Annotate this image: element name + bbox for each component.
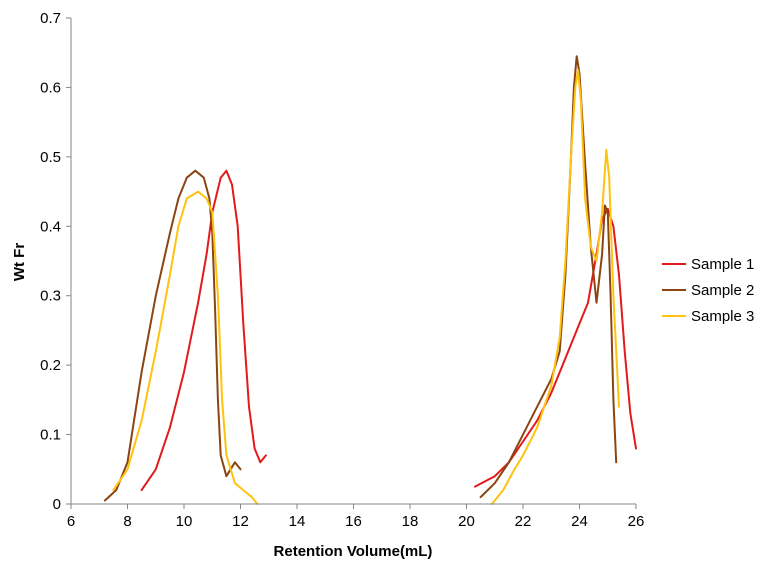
x-tick-label: 20 <box>458 513 475 530</box>
x-tick-label: 22 <box>515 513 532 530</box>
legend-label: Sample 1 <box>691 256 754 273</box>
y-tick-labels: 0 0.1 0.2 0.3 0.4 0.5 0.6 0.7 <box>40 10 61 513</box>
y-tick-label: 0.5 <box>40 149 61 166</box>
series-line-3-peak-2 <box>490 69 620 505</box>
plot-area <box>103 55 637 505</box>
series-line-2-peak-2 <box>479 55 618 499</box>
x-tick-label: 6 <box>67 513 75 530</box>
y-axis-title: Wt Fr <box>11 243 28 281</box>
x-tick-label: 16 <box>345 513 362 530</box>
x-tick-label: 26 <box>628 513 645 530</box>
series-line-1-peak-2 <box>474 207 637 488</box>
y-tick-label: 0.1 <box>40 427 61 444</box>
y-tick-label: 0.4 <box>40 218 61 235</box>
y-tick-label: 0.2 <box>40 357 61 374</box>
y-tick-label: 0.3 <box>40 288 61 305</box>
x-tick-label: 10 <box>176 513 193 530</box>
series-line-2-peak-1 <box>103 169 242 502</box>
series-line-3-peak-1 <box>112 190 259 505</box>
x-tick-label: 24 <box>571 513 588 530</box>
legend: Sample 1 Sample 2 Sample 3 <box>662 256 754 325</box>
legend-label: Sample 3 <box>691 308 754 325</box>
series-line-1-peak-1 <box>140 169 267 492</box>
x-tick-label: 12 <box>232 513 249 530</box>
x-tick-labels: 6 8 10 12 14 16 18 20 22 24 26 <box>67 513 645 530</box>
x-tick-label: 8 <box>123 513 131 530</box>
y-tick-label: 0 <box>53 496 61 513</box>
y-tick-label: 0.7 <box>40 10 61 27</box>
x-tick-label: 18 <box>402 513 419 530</box>
legend-label: Sample 2 <box>691 282 754 299</box>
axes <box>66 17 637 509</box>
x-tick-label: 14 <box>289 513 306 530</box>
y-tick-label: 0.6 <box>40 79 61 96</box>
x-axis-title: Retention Volume(mL) <box>274 543 433 560</box>
